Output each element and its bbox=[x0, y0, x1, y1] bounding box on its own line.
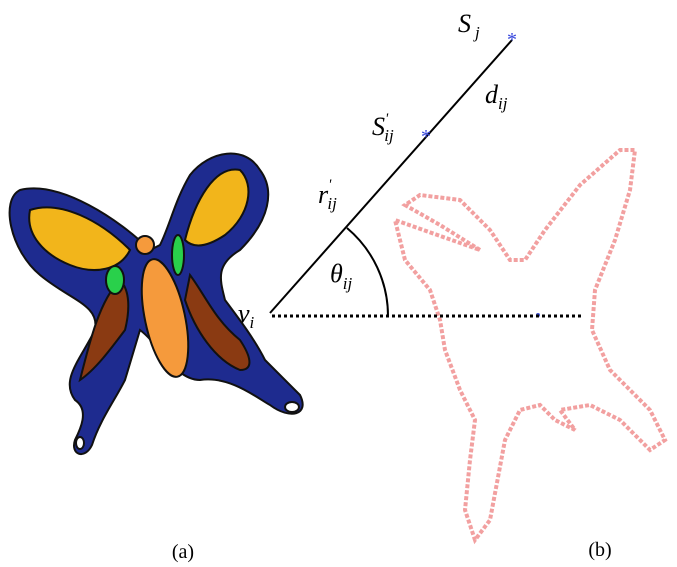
label: dij bbox=[485, 80, 508, 113]
label: r'ij bbox=[318, 177, 337, 213]
caption: (a) bbox=[172, 541, 194, 563]
angle-arc bbox=[347, 228, 388, 316]
star: * bbox=[507, 29, 517, 51]
label: θij bbox=[330, 259, 353, 293]
label: S'ij bbox=[372, 111, 394, 145]
figure: * * Sj dij S'ij r'ij θij vi (a) (b) bbox=[0, 0, 677, 567]
ray bbox=[270, 40, 512, 313]
butterfly bbox=[10, 154, 303, 454]
star: * bbox=[421, 126, 431, 148]
caption: (b) bbox=[588, 539, 611, 561]
label: vi bbox=[238, 299, 255, 332]
contour bbox=[395, 150, 665, 540]
